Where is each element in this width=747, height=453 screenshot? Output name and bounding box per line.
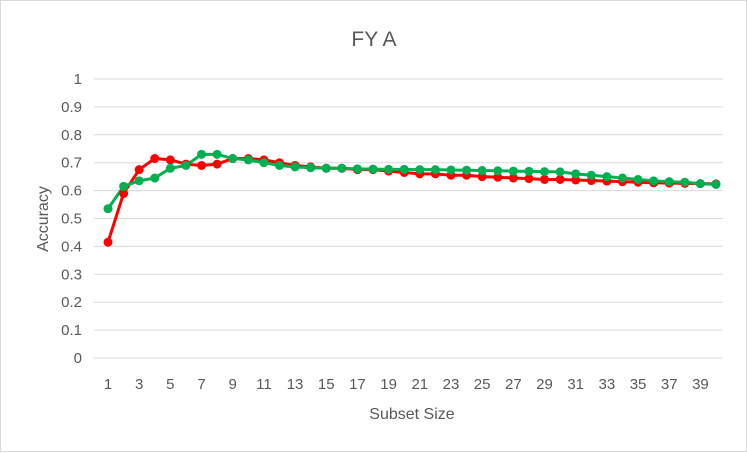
x-tick-label: 3 [135, 376, 143, 393]
series-2-marker [321, 163, 331, 173]
x-tick-label: 5 [166, 376, 174, 393]
series-2-marker [711, 179, 721, 189]
series-2-marker [415, 165, 425, 175]
series-2-marker [150, 173, 160, 183]
y-axis-tick-labels: 0 0.1 0.2 0.3 0.4 0.5 0.6 0.7 0.8 0.9 1 [61, 71, 82, 367]
series-2-marker [197, 149, 207, 159]
series-2-marker [617, 173, 627, 183]
series-1-marker [197, 160, 207, 170]
series-2-marker [446, 165, 456, 175]
x-tick-label: 29 [536, 376, 553, 393]
series-1-marker [508, 173, 518, 183]
series-1-marker [524, 174, 534, 184]
y-tick-label: 0.4 [61, 238, 82, 255]
series-2-marker [165, 163, 175, 173]
x-tick-label: 17 [349, 376, 366, 393]
x-axis-title: Subset Size [369, 406, 454, 423]
x-tick-label: 37 [661, 376, 678, 393]
y-tick-label: 0.5 [61, 211, 82, 228]
series-2-marker [508, 166, 518, 176]
x-tick-label: 35 [630, 376, 647, 393]
series-1-marker [540, 174, 550, 184]
series-1-marker [119, 188, 129, 198]
series-2-marker [493, 166, 503, 176]
series-2-marker [524, 166, 534, 176]
series-2-marker [633, 174, 643, 184]
series-1-marker [493, 172, 503, 182]
x-axis-tick-labels: 1 3 5 7 9 11 13 15 17 19 21 23 25 27 29 31 33 35 37 39 [104, 376, 709, 393]
series-2-marker [384, 164, 394, 174]
series-2-marker [119, 181, 129, 191]
series-1-marker [212, 159, 222, 169]
series-1-marker [103, 237, 113, 247]
series-2-marker [399, 164, 409, 174]
y-tick-label: 0.1 [61, 322, 82, 339]
series-2-marker [680, 177, 690, 187]
series-2-marker [571, 169, 581, 179]
series-2-marker [555, 167, 565, 177]
series-2-marker [540, 167, 550, 177]
x-tick-label: 31 [567, 376, 584, 393]
y-axis-title: Accuracy [35, 186, 52, 252]
series-2-marker [586, 170, 596, 180]
series-2-marker [103, 204, 113, 214]
x-tick-label: 21 [411, 376, 428, 393]
series-lines [103, 149, 721, 247]
x-tick-label: 1 [104, 376, 112, 393]
series-2-marker [274, 160, 284, 170]
series-2-marker [462, 165, 472, 175]
y-tick-label: 0.7 [61, 155, 82, 172]
y-tick-label: 1 [74, 71, 82, 88]
x-tick-label: 19 [380, 376, 397, 393]
series-2-marker [243, 155, 253, 165]
y-tick-label: 0.6 [61, 183, 82, 200]
x-tick-label: 13 [287, 376, 304, 393]
x-tick-label: 27 [505, 376, 522, 393]
x-tick-label: 39 [692, 376, 709, 393]
series-1-marker [150, 154, 160, 164]
series-2-marker [368, 164, 378, 174]
x-tick-label: 23 [443, 376, 460, 393]
x-tick-label: 33 [599, 376, 616, 393]
series-2-line [106, 152, 717, 210]
chart-title: FY A [351, 28, 396, 51]
series-2-marker [228, 154, 238, 164]
y-tick-label: 0 [74, 350, 82, 367]
series-1-marker [555, 174, 565, 184]
series-2-marker [352, 164, 362, 174]
series-2-marker [212, 149, 222, 159]
series-2-marker [695, 179, 705, 189]
y-tick-label: 0.2 [61, 294, 82, 311]
y-tick-label: 0.3 [61, 266, 82, 283]
series-1-marker [165, 155, 175, 165]
series-2-marker [337, 163, 347, 173]
series-2-marker [602, 172, 612, 182]
series-2-marker [664, 177, 674, 187]
series-2-marker [181, 160, 191, 170]
series-1-line [106, 157, 717, 243]
series-2-marker [290, 162, 300, 172]
series-2-marker [649, 176, 659, 186]
series-2-marker [134, 176, 144, 186]
series-2-marker [259, 158, 269, 168]
series-2-marker [430, 165, 440, 175]
series-2-marker [477, 166, 487, 176]
x-tick-label: 7 [197, 376, 205, 393]
x-tick-label: 25 [474, 376, 491, 393]
y-tick-label: 0.9 [61, 99, 82, 116]
gridlines [94, 78, 723, 359]
x-tick-label: 15 [318, 376, 335, 393]
y-tick-label: 0.8 [61, 127, 82, 144]
series-1-marker [134, 165, 144, 175]
series-2-marker [306, 163, 316, 173]
x-tick-label: 9 [229, 376, 237, 393]
x-tick-label: 11 [256, 376, 272, 393]
